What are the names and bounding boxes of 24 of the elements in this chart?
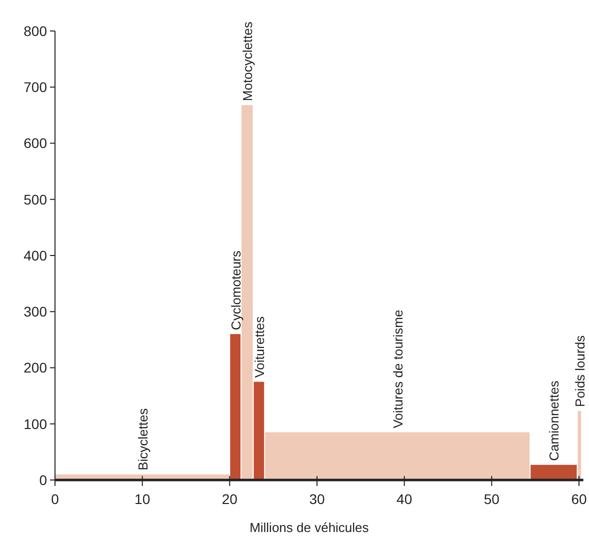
x-tick-label: 10 xyxy=(134,491,150,507)
annotation: Camionnettes xyxy=(546,380,562,461)
y-tick-label: 200 xyxy=(24,360,48,376)
annotation: Cyclomoteurs xyxy=(228,250,244,330)
x-tick-label: 60 xyxy=(571,491,587,507)
y-tick-label: 0 xyxy=(39,472,48,488)
x-tick-label: 50 xyxy=(484,491,500,507)
x-tick-label: 20 xyxy=(222,491,238,507)
y-tick-label: 600 xyxy=(24,135,48,152)
y-tick-label: 100 xyxy=(24,416,48,432)
x-tick-label: 30 xyxy=(309,491,325,507)
annotation: Poids lourds xyxy=(572,334,588,407)
y-tick-label: 700 xyxy=(24,79,48,96)
annotation: Voitures de tourisme xyxy=(390,310,406,428)
annotation: Motocyclettes xyxy=(240,21,256,102)
y-tick-label: 800 xyxy=(24,22,48,39)
x-tick-label: 0 xyxy=(51,491,60,507)
y-tick-label: 400 xyxy=(24,247,48,264)
annotation: Bicyclettes xyxy=(135,408,150,470)
y-tick-label: 500 xyxy=(24,191,48,208)
x-tick-label: 40 xyxy=(396,491,412,507)
annotation: Voiturettes xyxy=(252,316,267,378)
y-tick-label: 300 xyxy=(24,304,48,320)
x-axis-title: Millions de véhicules xyxy=(250,520,370,535)
